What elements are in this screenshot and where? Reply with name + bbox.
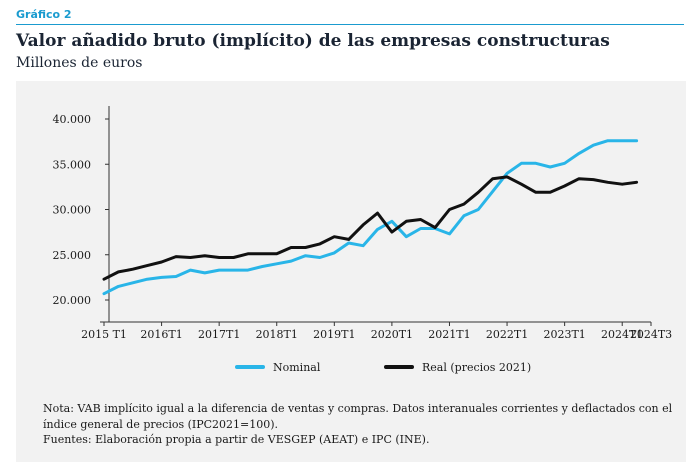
sources-text: Fuentes: Elaboración propia a partir de … <box>43 433 430 446</box>
x-tick-label: 2023T1 <box>543 328 585 341</box>
note-text: Nota: VAB implícito igual a la diferenci… <box>43 402 673 431</box>
y-tick-label: 35.000 <box>53 158 92 171</box>
x-tick-label: 2022T1 <box>486 328 528 341</box>
y-tick-label: 40.000 <box>53 113 92 126</box>
x-tick-label: 2018T1 <box>256 328 298 341</box>
legend-label: Nominal <box>273 361 321 374</box>
legend-label: Real (precios 2021) <box>422 361 531 374</box>
x-tick-label: 2017T1 <box>198 328 240 341</box>
notes: Nota: VAB implícito igual a la diferenci… <box>43 401 673 448</box>
x-tick-label: 2019T1 <box>313 328 355 341</box>
x-tick-label: 2020T1 <box>371 328 413 341</box>
series-line-nominal <box>102 139 639 296</box>
figure-label: Gráfico 2 <box>16 8 72 21</box>
y-tick-label: 30.000 <box>53 204 92 217</box>
x-tick-label: 2024T1 <box>601 328 643 341</box>
y-tick-label: 25.000 <box>53 249 92 262</box>
series-line-real <box>102 175 639 281</box>
chart-title: Valor añadido bruto (implícito) de las e… <box>16 31 610 51</box>
chart-subtitle: Millones de euros <box>16 55 143 71</box>
x-tick-label: 2016T1 <box>140 328 182 341</box>
x-tick-label: 2021T1 <box>428 328 470 341</box>
x-tick-label: 2024T3 <box>630 328 672 341</box>
y-tick-label: 20.000 <box>53 294 92 307</box>
x-tick-label: 2015 T1 <box>81 328 127 341</box>
title-rule <box>16 24 684 25</box>
